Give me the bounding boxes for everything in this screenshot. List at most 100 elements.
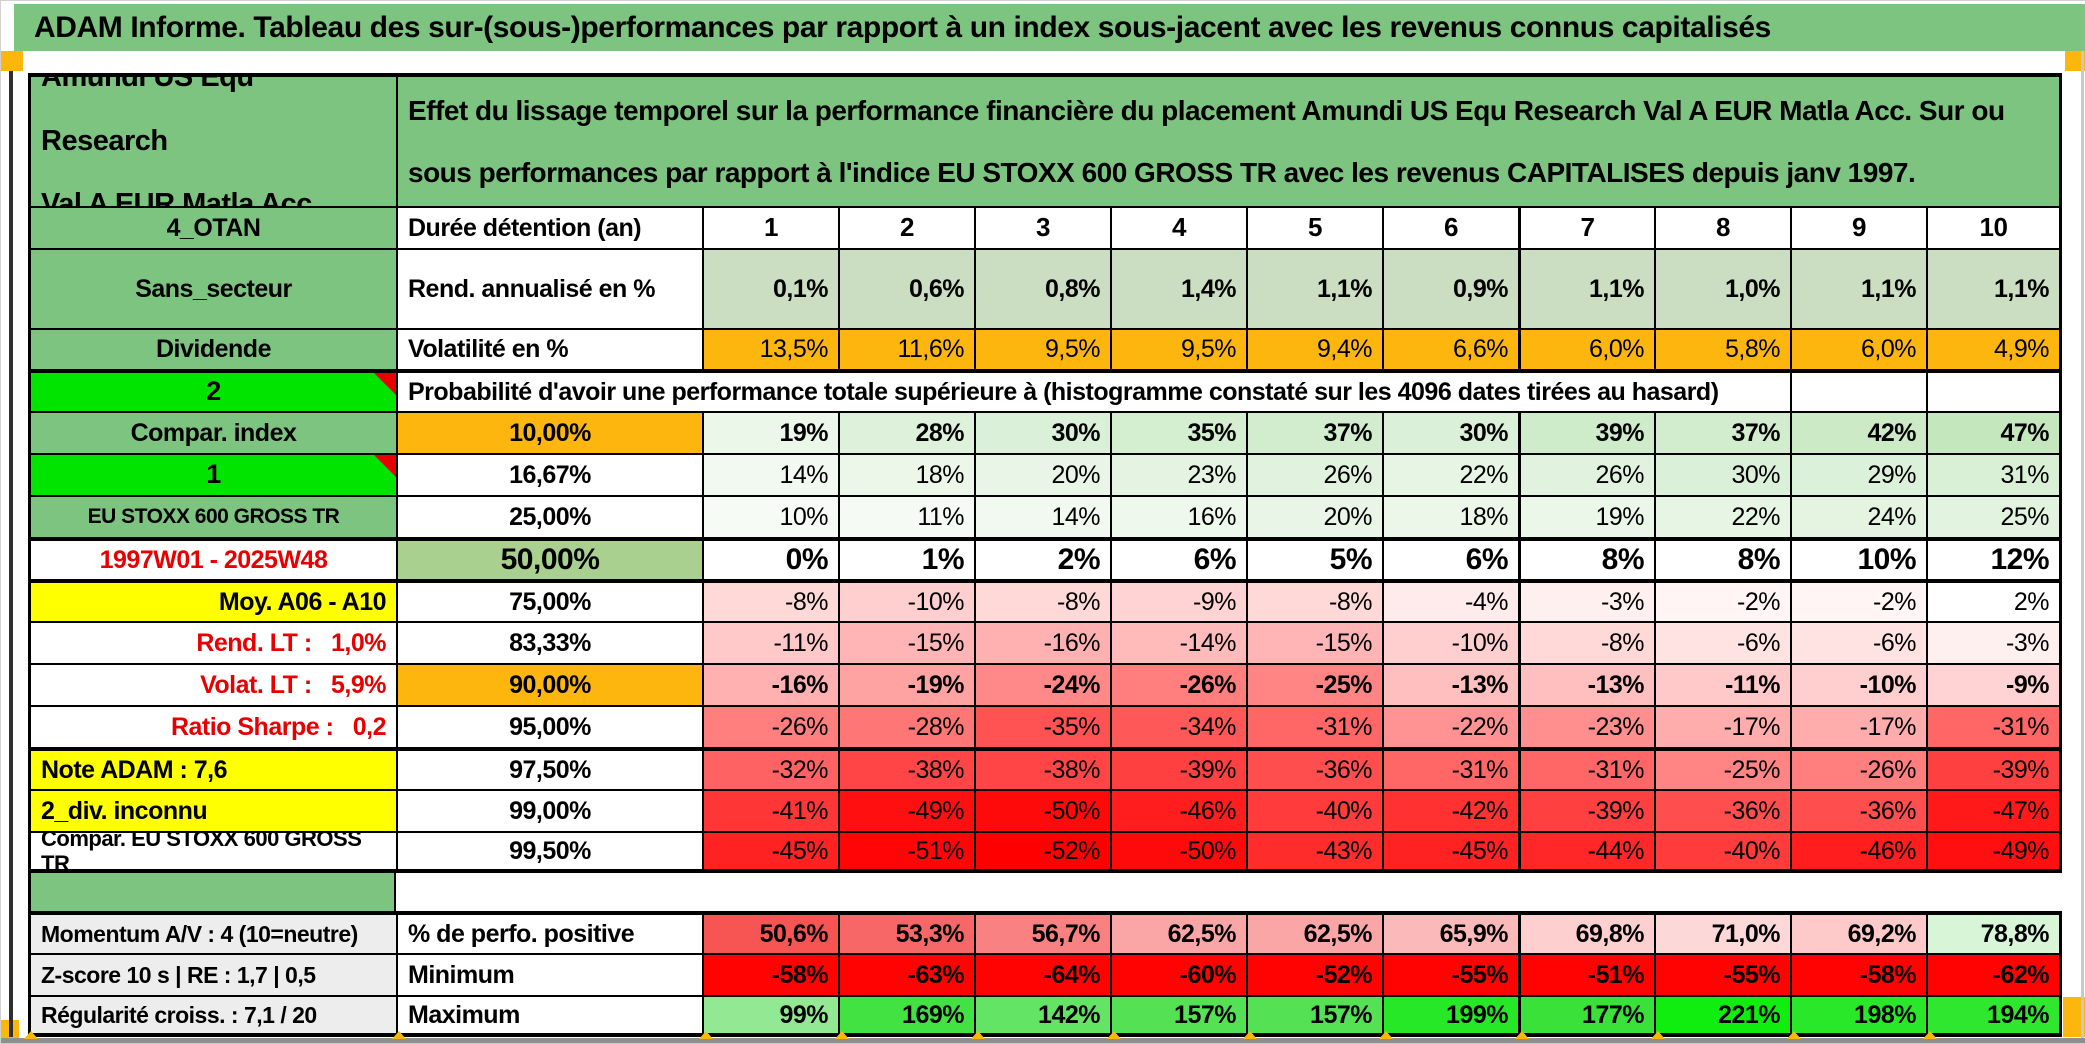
data-cell[interactable]: 25% (1926, 495, 2062, 537)
merged-cell[interactable]: Probabilité d'avoir une performance tota… (396, 369, 1790, 411)
data-cell[interactable]: -26% (1790, 747, 1926, 789)
data-cell[interactable]: -38% (838, 747, 974, 789)
metric-cell[interactable]: 95,00% (396, 705, 702, 747)
data-cell[interactable]: -26% (702, 705, 838, 747)
data-cell[interactable]: -39% (1110, 747, 1246, 789)
data-cell[interactable]: 3 (974, 206, 1110, 248)
horizontal-scrollbar[interactable] (1, 1038, 2085, 1043)
data-cell[interactable]: -2% (1790, 579, 1926, 621)
data-cell[interactable]: -32% (702, 747, 838, 789)
data-cell[interactable]: -19% (838, 663, 974, 705)
data-cell[interactable]: -60% (1110, 953, 1246, 995)
data-cell[interactable]: 30% (1654, 453, 1790, 495)
data-cell[interactable]: -45% (1382, 831, 1518, 873)
metric-cell[interactable]: Volatilité en % (396, 328, 702, 369)
data-cell[interactable]: -10% (838, 579, 974, 621)
data-cell[interactable]: -40% (1654, 831, 1790, 873)
row-label[interactable]: Moy. A06 - A10 (28, 579, 396, 621)
data-cell[interactable]: 0,8% (974, 248, 1110, 328)
data-cell[interactable]: 26% (1518, 453, 1654, 495)
data-cell[interactable]: 11% (838, 495, 974, 537)
data-cell[interactable]: -31% (1926, 705, 2062, 747)
row-label[interactable]: 2 (28, 369, 396, 411)
metric-cell[interactable]: 99,00% (396, 789, 702, 831)
data-cell[interactable]: 10% (1790, 537, 1926, 579)
metric-cell[interactable]: Rend. annualisé en % (396, 248, 702, 328)
data-cell[interactable]: 47% (1926, 411, 2062, 453)
data-cell[interactable]: 1,1% (1518, 248, 1654, 328)
row-label[interactable]: Régularité croiss. : 7,1 / 20 (28, 995, 396, 1037)
data-cell[interactable]: -6% (1790, 621, 1926, 663)
data-cell[interactable]: 0,9% (1382, 248, 1518, 328)
row-label[interactable]: Ratio Sharpe : 0,2 (28, 705, 396, 747)
data-cell[interactable]: 194% (1926, 995, 2062, 1037)
data-cell[interactable]: 19% (702, 411, 838, 453)
data-cell[interactable]: 1,1% (1790, 248, 1926, 328)
row-label[interactable]: Rend. LT : 1,0% (28, 621, 396, 663)
data-cell[interactable]: 69,8% (1518, 911, 1654, 953)
data-cell[interactable]: 35% (1110, 411, 1246, 453)
data-cell[interactable]: -55% (1654, 953, 1790, 995)
data-cell[interactable]: -8% (702, 579, 838, 621)
data-cell[interactable]: -26% (1110, 663, 1246, 705)
data-cell[interactable]: 13,5% (702, 328, 838, 369)
data-cell[interactable]: -41% (702, 789, 838, 831)
data-cell[interactable]: -52% (1246, 953, 1382, 995)
data-cell[interactable]: 24% (1790, 495, 1926, 537)
data-cell[interactable]: 62,5% (1246, 911, 1382, 953)
data-cell[interactable]: -63% (838, 953, 974, 995)
data-cell[interactable]: -50% (974, 789, 1110, 831)
metric-cell[interactable]: 16,67% (396, 453, 702, 495)
data-cell[interactable]: 65,9% (1382, 911, 1518, 953)
data-cell[interactable]: 0% (702, 537, 838, 579)
row-label[interactable]: EU STOXX 600 GROSS TR (28, 495, 396, 537)
data-cell[interactable]: 42% (1790, 411, 1926, 453)
data-cell[interactable]: 1,1% (1926, 248, 2062, 328)
data-cell[interactable]: 157% (1246, 995, 1382, 1037)
data-cell[interactable]: 1,1% (1246, 248, 1382, 328)
data-cell[interactable]: -31% (1382, 747, 1518, 789)
row-label[interactable]: Dividende (28, 328, 396, 369)
data-cell[interactable]: -31% (1518, 747, 1654, 789)
data-cell[interactable]: 5,8% (1654, 328, 1790, 369)
data-cell[interactable]: -51% (838, 831, 974, 873)
data-cell[interactable]: 23% (1110, 453, 1246, 495)
empty-cell[interactable] (1926, 369, 2062, 411)
data-cell[interactable]: 50,6% (702, 911, 838, 953)
data-cell[interactable]: 22% (1654, 495, 1790, 537)
data-cell[interactable]: 53,3% (838, 911, 974, 953)
data-cell[interactable]: 2% (974, 537, 1110, 579)
row-label[interactable]: Compar. EU STOXX 600 GROSS TR (28, 831, 396, 873)
data-cell[interactable]: 6,0% (1790, 328, 1926, 369)
data-cell[interactable]: -25% (1654, 747, 1790, 789)
data-cell[interactable]: 37% (1654, 411, 1790, 453)
data-cell[interactable]: -8% (974, 579, 1110, 621)
row-label[interactable]: Note ADAM : 7,6 (28, 747, 396, 789)
data-cell[interactable]: -11% (702, 621, 838, 663)
data-cell[interactable]: 29% (1790, 453, 1926, 495)
data-cell[interactable]: 8 (1654, 206, 1790, 248)
data-cell[interactable]: 78,8% (1926, 911, 2062, 953)
data-cell[interactable]: 2% (1926, 579, 2062, 621)
data-cell[interactable]: 31% (1926, 453, 2062, 495)
data-cell[interactable]: -13% (1518, 663, 1654, 705)
data-cell[interactable]: 10% (702, 495, 838, 537)
row-label[interactable]: Sans_secteur (28, 248, 396, 328)
data-cell[interactable]: -16% (974, 621, 1110, 663)
data-cell[interactable]: -3% (1518, 579, 1654, 621)
data-cell[interactable]: -40% (1246, 789, 1382, 831)
metric-cell[interactable]: 90,00% (396, 663, 702, 705)
data-cell[interactable]: 198% (1790, 995, 1926, 1037)
data-cell[interactable]: 6,0% (1518, 328, 1654, 369)
metric-cell[interactable]: % de perfo. positive (396, 911, 702, 953)
data-cell[interactable]: -36% (1654, 789, 1790, 831)
data-cell[interactable]: 19% (1518, 495, 1654, 537)
data-cell[interactable]: 4,9% (1926, 328, 2062, 369)
data-cell[interactable]: -39% (1518, 789, 1654, 831)
data-cell[interactable]: 56,7% (974, 911, 1110, 953)
row-label[interactable]: Momentum A/V : 4 (10=neutre) (28, 911, 396, 953)
data-cell[interactable]: 1,0% (1654, 248, 1790, 328)
data-cell[interactable]: 4 (1110, 206, 1246, 248)
data-cell[interactable]: -8% (1518, 621, 1654, 663)
data-cell[interactable]: 6% (1382, 537, 1518, 579)
